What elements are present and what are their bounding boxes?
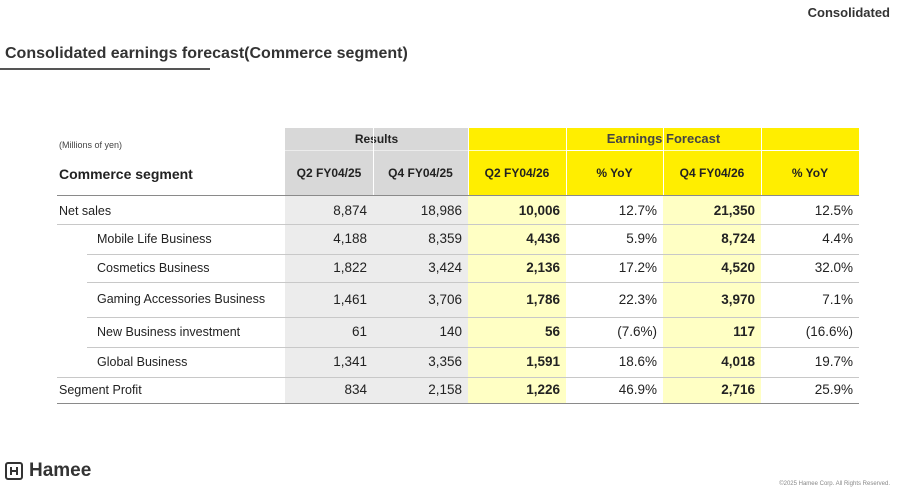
table-cell: 117 xyxy=(733,324,755,339)
column-header: % YoY xyxy=(566,151,663,195)
results-group-header: Results xyxy=(285,128,468,150)
table-cell: 4.4% xyxy=(822,231,853,246)
table-cell: (7.6%) xyxy=(617,324,657,339)
table-cell: 1,226 xyxy=(526,382,560,397)
copyright-text: ©2025 Hamee Corp. All Rights Reserved. xyxy=(779,481,890,487)
table-cell: 12.5% xyxy=(814,203,853,218)
column-header: % YoY xyxy=(761,151,859,195)
table-cell: 5.9% xyxy=(626,231,657,246)
table-cell: 61 xyxy=(351,324,367,339)
title-underline xyxy=(0,68,210,70)
table-cell: 2,716 xyxy=(721,382,755,397)
table-cell: 10,006 xyxy=(518,203,560,218)
table-cell: 834 xyxy=(344,382,367,397)
logo: Hamee xyxy=(5,460,91,482)
table-cell: 7.1% xyxy=(822,292,853,307)
table-cell: 1,786 xyxy=(526,292,560,307)
table-cell: 4,520 xyxy=(721,260,755,275)
table-cell: 4,188 xyxy=(333,231,367,246)
row-label: Segment Profit xyxy=(59,383,142,397)
table-cell: 140 xyxy=(439,324,462,339)
row-label: Global Business xyxy=(97,355,188,369)
header-divider xyxy=(761,128,762,195)
table-cell: 3,356 xyxy=(428,354,462,369)
row-divider xyxy=(57,377,859,378)
header-divider xyxy=(373,128,374,195)
table-cell: 3,424 xyxy=(428,260,462,275)
row-label: New Business investment xyxy=(97,325,241,339)
table-cell: 46.9% xyxy=(618,382,657,397)
table-cell: 1,591 xyxy=(526,354,560,369)
table-cell: 21,350 xyxy=(713,203,755,218)
row-divider xyxy=(57,224,859,225)
logo-text: Hamee xyxy=(29,460,92,481)
unit-label: (Millions of yen) xyxy=(59,140,123,150)
table-cell: 1,822 xyxy=(333,260,367,275)
table-cell: 3,706 xyxy=(428,292,462,307)
header-divider xyxy=(566,128,567,195)
table-cell: 18.6% xyxy=(618,354,657,369)
column-header: Q4 FY04/25 xyxy=(373,151,468,195)
header-divider-line xyxy=(57,195,859,196)
row-label: Cosmetics Business xyxy=(97,261,210,275)
row-divider xyxy=(87,254,859,255)
segment-label: Commerce segment xyxy=(59,166,193,182)
table-cell: 8,724 xyxy=(721,231,755,246)
row-divider xyxy=(87,282,859,283)
table-cell: 25.9% xyxy=(814,382,853,397)
table-cell: 2,136 xyxy=(526,260,560,275)
row-divider xyxy=(87,347,859,348)
table-cell: 19.7% xyxy=(814,354,853,369)
table-cell: 3,970 xyxy=(721,292,755,307)
table-cell: 22.3% xyxy=(618,292,657,307)
table-cell: 8,359 xyxy=(428,231,462,246)
row-label: Net sales xyxy=(59,204,112,218)
hamee-logo-icon xyxy=(5,462,23,480)
header-divider xyxy=(468,128,469,195)
row-divider xyxy=(57,403,859,404)
page-title: Consolidated earnings forecast(Commerce … xyxy=(5,45,408,62)
table-cell: 1,461 xyxy=(333,292,367,307)
table-cell: 56 xyxy=(544,324,560,339)
column-header: Q2 FY04/25 xyxy=(285,151,373,195)
table-cell: 12.7% xyxy=(618,203,657,218)
table-cell: 4,436 xyxy=(526,231,560,246)
table-cell: 32.0% xyxy=(814,260,853,275)
corner-label: Consolidated xyxy=(807,5,890,20)
row-label: Mobile Life Business xyxy=(97,232,212,246)
table-cell: 17.2% xyxy=(618,260,657,275)
header-divider xyxy=(663,128,664,195)
table-cell: 4,018 xyxy=(721,354,755,369)
row-divider xyxy=(87,317,859,318)
earnings-forecast-table: Results Earnings Forecast (Millions of yen… xyxy=(57,128,859,404)
table-cell: 2,158 xyxy=(428,382,462,397)
column-header: Q2 FY04/26 xyxy=(468,151,566,195)
table-cell: 8,874 xyxy=(333,203,367,218)
table-cell: 1,341 xyxy=(333,354,367,369)
row-label: Gaming Accessories Business xyxy=(97,292,266,306)
table-cell: (16.6%) xyxy=(805,324,853,339)
column-header: Q4 FY04/26 xyxy=(663,151,761,195)
table-cell: 18,986 xyxy=(420,203,462,218)
